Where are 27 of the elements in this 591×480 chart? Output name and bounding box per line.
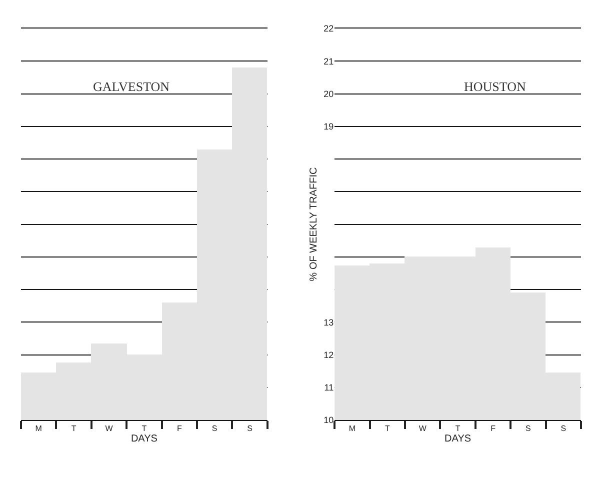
x-tick-label: S [526,424,531,433]
text: GALVESTON [93,79,170,94]
y-tick-label: 20 [324,88,334,99]
x-tick-label: F [490,424,496,433]
x-tick-label: W [105,424,114,433]
x-tick-label: T [384,424,390,433]
x-tick-label: M [35,424,42,433]
text: HOUSTON [464,79,526,94]
y-tick-label: 19 [324,122,334,132]
x-tick-label: S [560,424,566,433]
x-tick-label: S [212,424,218,433]
y-tick-label: 21 [324,56,334,66]
x-tick-label: S [247,424,252,433]
x-tick-label: T [142,424,147,433]
x-tick-label: T [71,424,76,433]
x-tick-label: T [455,424,460,433]
y-tick-label: 13 [324,317,334,328]
x-tick-label: W [418,424,427,433]
y-tick-label: 22 [324,24,334,34]
y-tick-label: 10 [324,415,334,426]
y-tick-label: 11 [324,382,334,393]
x-axis-title: DAYS [444,433,472,444]
y-tick-label: 12 [324,350,334,360]
x-tick-label: M [348,424,356,433]
x-tick-label: F [176,424,182,433]
y-axis-title: % OF WEEKLY TRAFFIC [308,167,320,282]
x-axis-title: DAYS [130,433,158,444]
